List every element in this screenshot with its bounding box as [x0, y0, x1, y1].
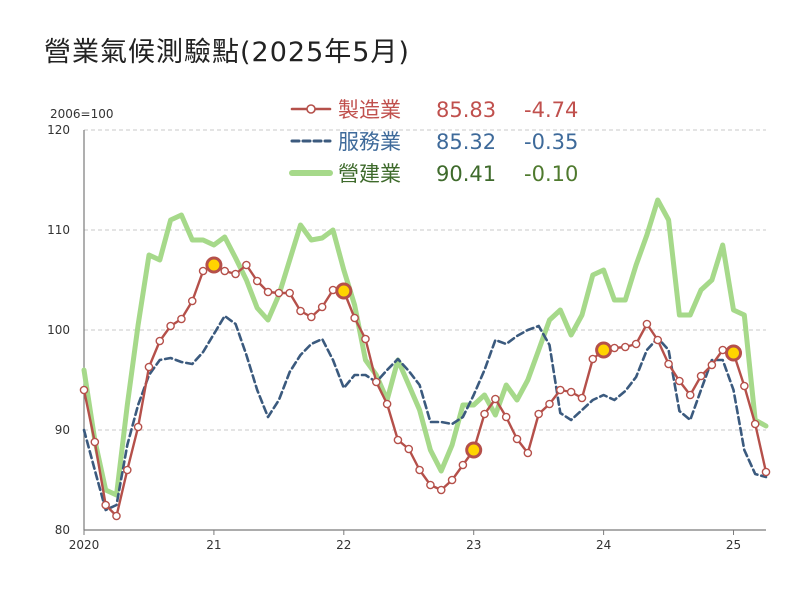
data-point — [534, 409, 543, 419]
legend-latest-value: 90.41 — [436, 162, 496, 186]
data-point — [166, 321, 175, 331]
x-tick-label: 21 — [206, 538, 221, 552]
data-point — [426, 480, 435, 490]
axes: 80 90 100 110 120 2020 21 22 23 24 25 — [47, 123, 766, 552]
data-point — [685, 390, 695, 400]
data-point — [447, 475, 457, 485]
data-point — [285, 288, 294, 298]
legend-latest-value: 85.83 — [436, 98, 496, 122]
data-point — [556, 385, 565, 395]
data-point — [761, 467, 771, 477]
highlight-point — [335, 282, 353, 300]
x-tick-label: 22 — [336, 538, 351, 552]
data-point — [79, 385, 89, 395]
x-tick-label: 2020 — [69, 538, 100, 552]
data-point — [361, 334, 370, 344]
data-point — [187, 296, 197, 306]
data-point — [263, 287, 273, 297]
highlight-point — [205, 256, 223, 274]
data-point — [144, 362, 154, 372]
data-point — [242, 260, 251, 270]
legend-name: 製造業 — [338, 98, 401, 122]
data-point — [436, 485, 446, 495]
data-point — [631, 339, 641, 349]
highlight-point — [595, 341, 613, 359]
data-point — [198, 266, 208, 276]
data-point — [480, 409, 489, 419]
series-line-1 — [82, 314, 768, 512]
data-point — [750, 419, 760, 429]
data-point — [610, 343, 619, 353]
data-point — [523, 448, 533, 458]
highlight-point — [725, 344, 743, 362]
chart-title: 營業氣候測驗點(2025年5月) — [44, 37, 410, 68]
x-tick-label: 23 — [466, 538, 481, 552]
legend-change-value: -0.10 — [524, 162, 578, 186]
data-point — [512, 434, 522, 444]
data-point — [642, 319, 652, 329]
data-point — [620, 342, 630, 352]
data-point — [90, 437, 100, 447]
legend-entry-0: 製造業 85.83 -4.74 — [290, 98, 578, 122]
y-tick-label: 100 — [47, 323, 70, 337]
data-point — [577, 393, 587, 403]
data-point — [112, 511, 121, 521]
data-point — [696, 371, 706, 381]
highlight-point — [465, 441, 483, 459]
data-point — [274, 288, 284, 298]
data-point — [675, 376, 684, 386]
data-point — [664, 359, 673, 369]
data-point — [566, 387, 576, 397]
data-point — [588, 354, 598, 364]
legend-marker — [306, 104, 316, 114]
legend-change-value: -4.74 — [524, 98, 578, 122]
data-point — [501, 412, 511, 422]
legend-name: 營建業 — [338, 162, 401, 186]
data-point — [740, 381, 749, 391]
data-point — [371, 377, 381, 387]
data-point — [231, 269, 240, 279]
legend: 製造業 85.83 -4.74 服務業 85.32 -0.35 營建業 90.41 -0.10 — [289, 98, 578, 186]
data-point — [404, 444, 414, 454]
grid — [84, 129, 766, 431]
data-point — [707, 360, 717, 370]
x-tick-label: 25 — [726, 538, 741, 552]
y-tick-label: 110 — [47, 223, 70, 237]
data-point — [458, 460, 468, 470]
data-point — [155, 336, 165, 346]
legend-entry-1: 服務業 85.32 -0.35 — [290, 130, 578, 154]
unit-label: 2006=100 — [50, 107, 114, 121]
data-point — [177, 314, 186, 324]
series-line-2 — [81, 197, 769, 498]
data-point — [307, 312, 316, 322]
data-point — [133, 422, 143, 432]
data-point — [382, 399, 392, 409]
legend-entry-2: 營建業 90.41 -0.10 — [289, 162, 578, 186]
data-point — [350, 313, 359, 323]
series-line-0 — [82, 263, 768, 518]
data-point — [252, 276, 262, 286]
legend-name: 服務業 — [338, 130, 401, 154]
data-point — [545, 399, 554, 409]
y-tick-label: 90 — [55, 423, 70, 437]
y-tick-label: 80 — [55, 523, 70, 537]
data-point — [296, 306, 305, 316]
legend-latest-value: 85.32 — [436, 130, 496, 154]
data-point — [317, 302, 327, 312]
data-point — [653, 335, 663, 345]
data-point — [393, 435, 403, 445]
data-point — [415, 465, 424, 475]
legend-change-value: -0.35 — [524, 130, 578, 154]
data-point — [220, 266, 230, 276]
data-point — [491, 394, 500, 404]
y-tick-label: 120 — [47, 123, 70, 137]
data-point — [101, 500, 110, 510]
series-lines — [79, 197, 771, 521]
x-tick-label: 24 — [596, 538, 611, 552]
data-point — [123, 465, 132, 475]
